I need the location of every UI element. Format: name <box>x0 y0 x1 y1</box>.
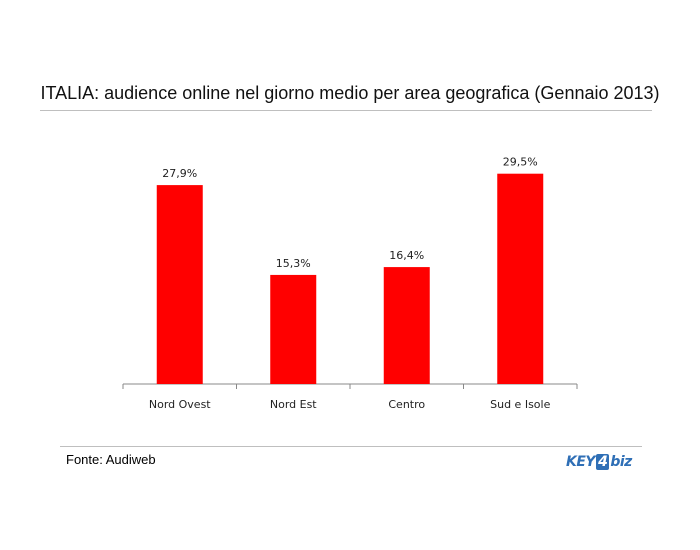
chart-title: ITALIA: audience online nel giorno medio… <box>40 83 660 103</box>
bar <box>497 173 544 384</box>
x-tick-label: Sud e Isole <box>490 398 550 411</box>
data-label: 27,9% <box>162 167 197 180</box>
title-divider <box>40 110 652 111</box>
bar <box>383 267 430 384</box>
key4biz-logo: KEY 4 biz <box>566 454 632 470</box>
logo-biz: biz <box>610 454 632 470</box>
footer-divider <box>60 446 642 447</box>
bar <box>270 274 317 384</box>
data-label: 15,3% <box>276 257 311 270</box>
source-note: Fonte: Audiweb <box>66 452 156 467</box>
x-tick-label: Centro <box>388 398 425 411</box>
data-label: 29,5% <box>503 156 538 169</box>
logo-num: 4 <box>596 454 610 470</box>
bar <box>156 185 203 384</box>
logo-key: KEY <box>566 454 596 470</box>
data-label: 16,4% <box>389 249 424 262</box>
x-tick-label: Nord Ovest <box>149 398 211 411</box>
x-tick-label: Nord Est <box>270 398 317 411</box>
